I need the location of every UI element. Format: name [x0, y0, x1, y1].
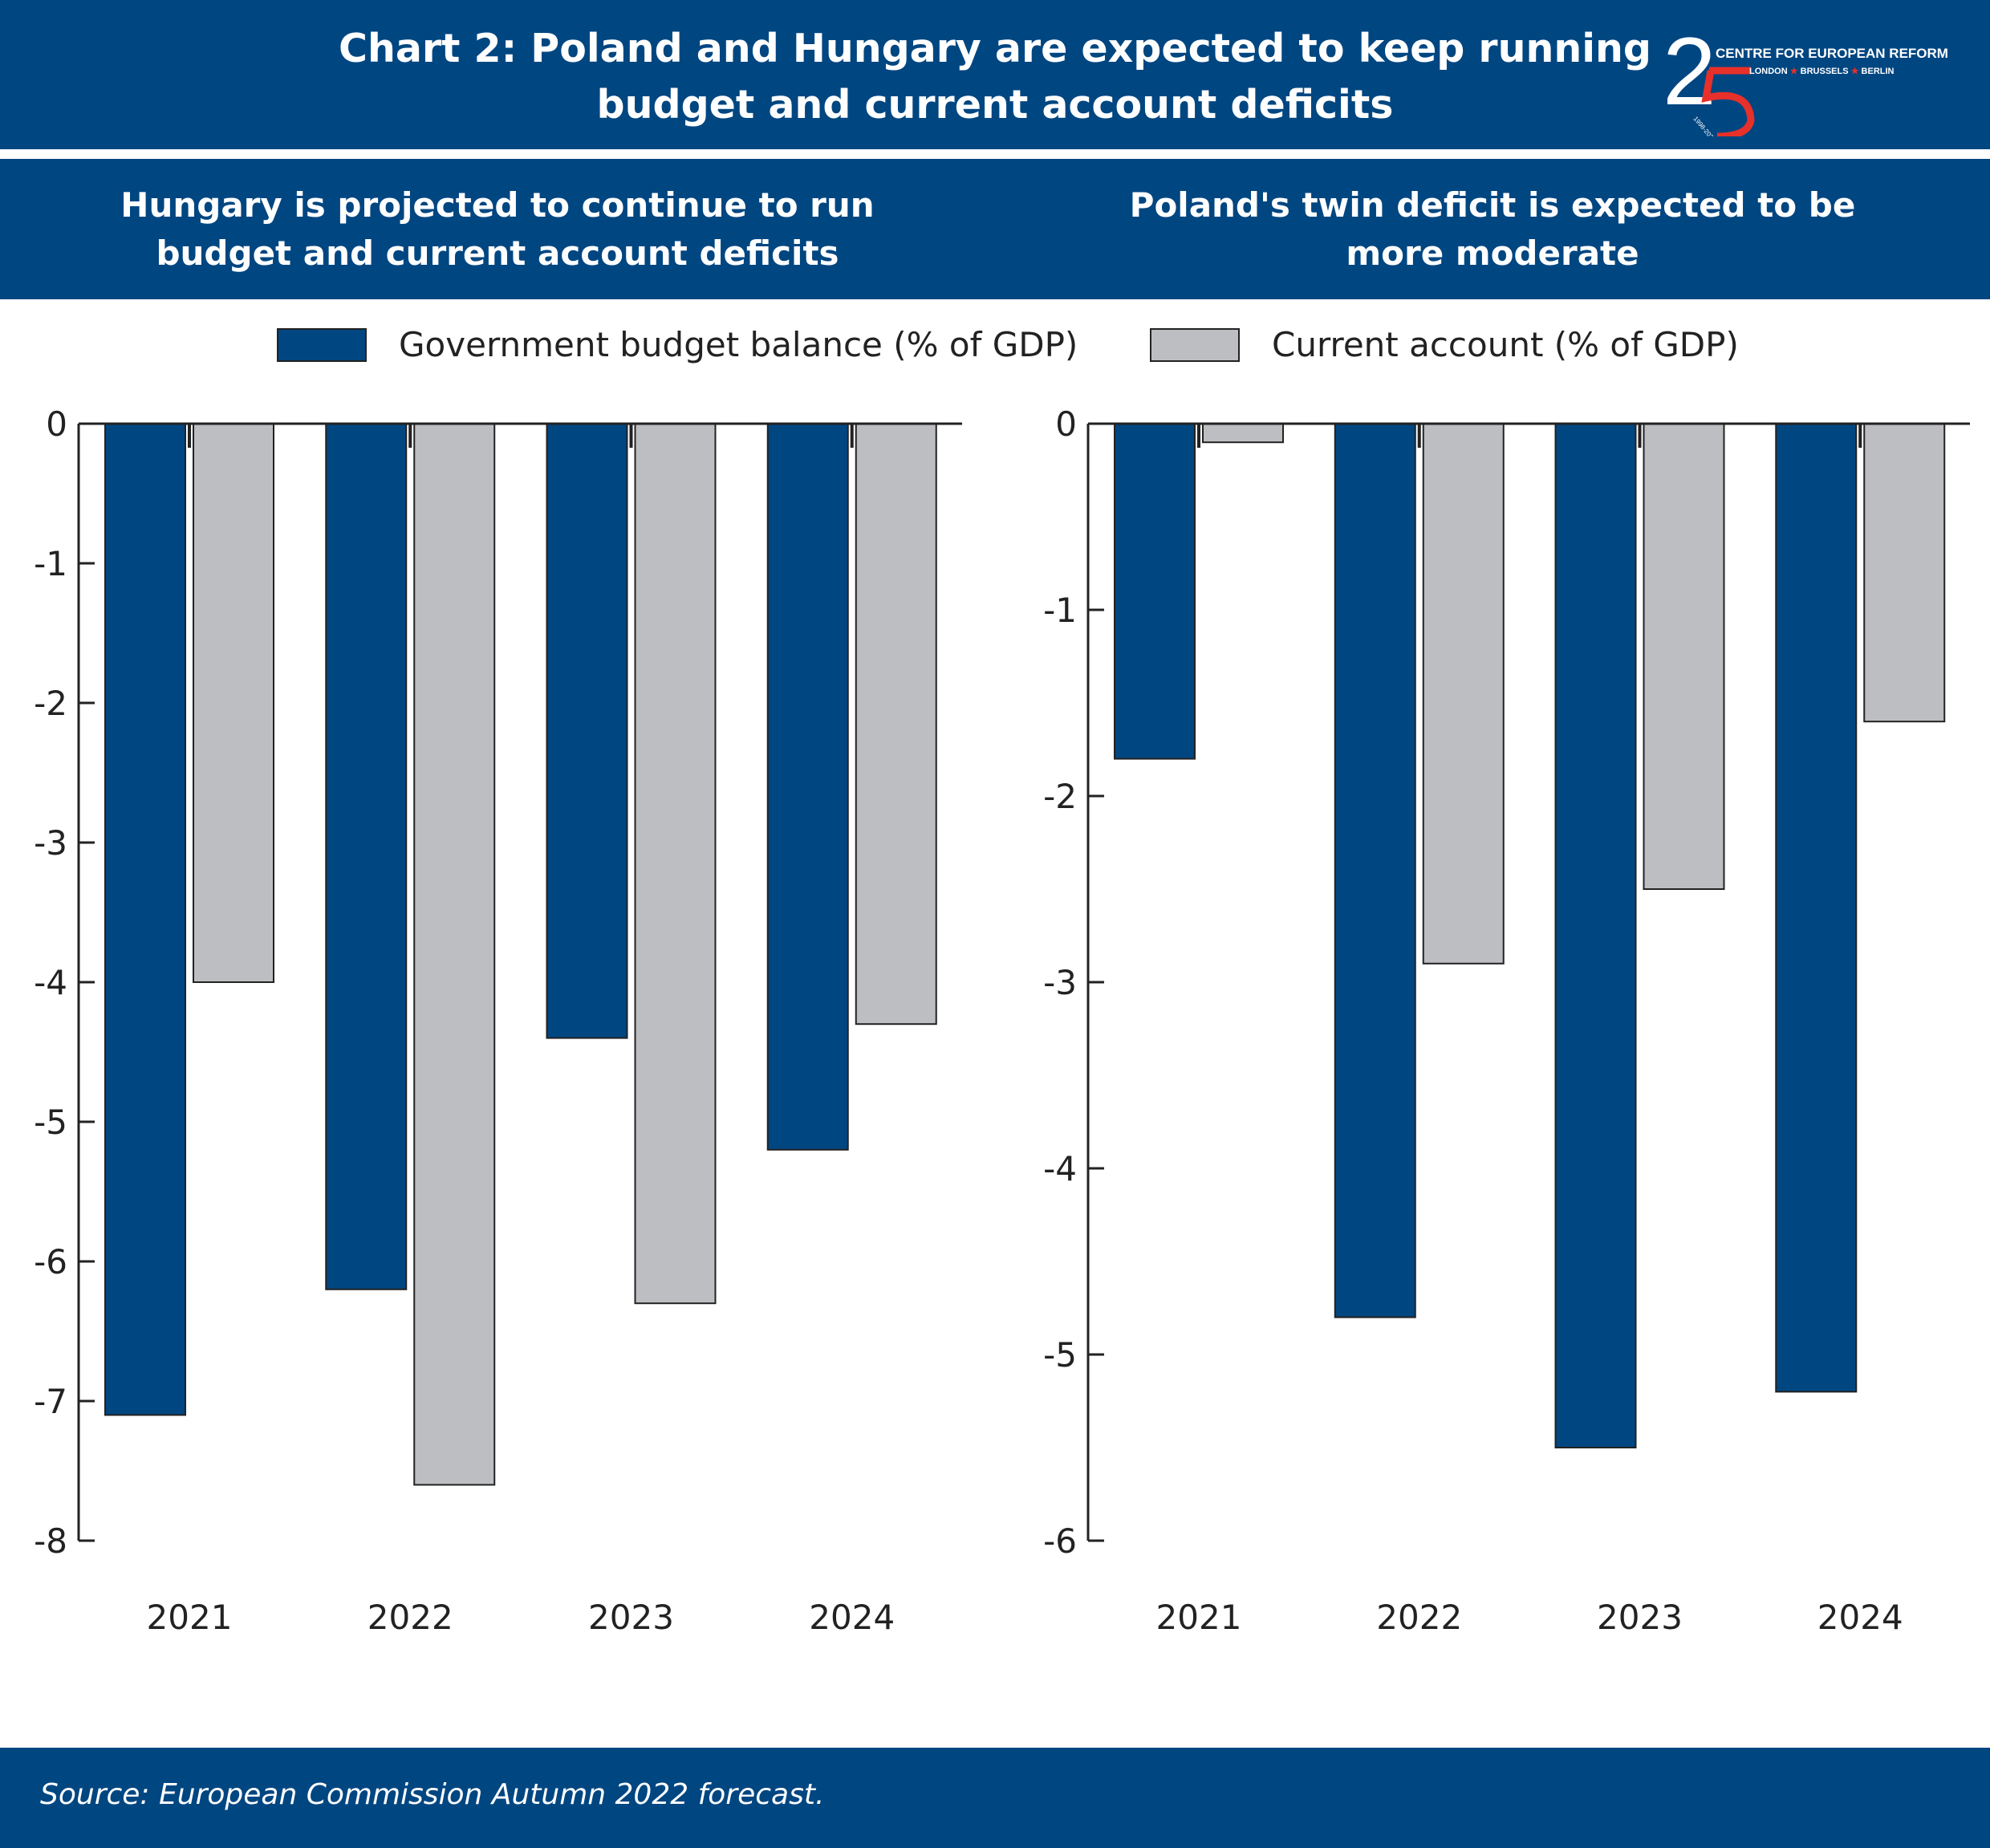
- chart-panel-0: 0 -1 -2 -3 -4 -5 -6 -7 -8 2021 2022 2023 2024: [34, 404, 962, 1637]
- y-tick-label: -5: [34, 1103, 67, 1142]
- bar-current-account-2024: [1863, 423, 1946, 723]
- y-tick-label: -6: [34, 1242, 67, 1281]
- y-tick-label: -6: [1043, 1521, 1077, 1561]
- header-band: Chart 2: Poland and Hungary are expected…: [0, 0, 1990, 149]
- hungary-subtitle-line-2: budget and current account deficits: [156, 234, 839, 273]
- y-tick-label: -2: [34, 684, 67, 723]
- bar-current-account-2022: [413, 423, 496, 1486]
- bar-budget-2024: [1775, 423, 1858, 1393]
- legend-current-account: Current account (% of GDP): [1150, 325, 1739, 364]
- hungary-subtitle: Hungary is projected to continue to run …: [0, 181, 995, 278]
- bar-budget-2021: [1114, 423, 1196, 760]
- poland-subtitle: Poland's twin deficit is expected to be …: [995, 181, 1990, 278]
- y-tick-label: -2: [1043, 777, 1077, 816]
- y-tick-label: 0: [1055, 404, 1077, 444]
- svg-text:LONDON ★ BRUSSELS ★ BERLIN: LONDON ★ BRUSSELS ★ BERLIN: [1749, 67, 1895, 76]
- bar-current-account-2021: [1202, 423, 1284, 444]
- legend-swatch-budget: [277, 327, 367, 362]
- bar-current-account-2024: [855, 423, 937, 1026]
- poland-subtitle-line-1: Poland's twin deficit is expected to be: [1129, 185, 1856, 225]
- y-tick-label: -5: [1043, 1335, 1077, 1375]
- x-tick-label: 2024: [809, 1598, 895, 1637]
- legend-swatch-current-account: [1150, 327, 1240, 362]
- cer-logo: 2 CENTRE FOR EUROPEAN REFORM LONDON ★ BR…: [1663, 24, 1948, 136]
- chart-panel-1: 0 -1 -2 -3 -4 -5 -6 2021 2022 2023 2024: [1043, 404, 1970, 1637]
- y-tick-label: -1: [1043, 591, 1077, 630]
- bar-budget-2023: [1554, 423, 1637, 1448]
- legend-budget: Government budget balance (% of GDP): [277, 325, 1078, 364]
- bar-budget-2023: [546, 423, 628, 1039]
- hungary-subtitle-line-1: Hungary is projected to continue to run: [120, 185, 875, 225]
- bar-budget-2022: [1334, 423, 1416, 1318]
- x-tick-label: 2021: [147, 1598, 233, 1637]
- footer-band: Source: European Commission Autumn 2022 …: [0, 1748, 1990, 1848]
- svg-text:CENTRE FOR EUROPEAN REFORM: CENTRE FOR EUROPEAN REFORM: [1716, 46, 1948, 61]
- y-tick-label: -4: [34, 963, 67, 1002]
- bar-current-account-2021: [193, 423, 274, 983]
- y-tick-label: -3: [34, 823, 67, 863]
- title-line-2: budget and current account deficits: [596, 82, 1394, 128]
- x-tick-label: 2022: [1376, 1598, 1462, 1637]
- x-tick-label: 2022: [368, 1598, 453, 1637]
- bar-current-account-2023: [1643, 423, 1725, 890]
- x-tick-label: 2021: [1156, 1598, 1242, 1637]
- y-tick-label: 0: [46, 404, 67, 444]
- y-tick-label: -4: [1043, 1149, 1077, 1188]
- bar-current-account-2023: [634, 423, 717, 1305]
- y-tick-label: -7: [34, 1382, 67, 1421]
- source-note: Source: European Commission Autumn 2022 …: [40, 1778, 825, 1811]
- bar-budget-2021: [104, 423, 186, 1416]
- legend-label-current-account: Current account (% of GDP): [1272, 325, 1739, 364]
- y-tick-label: -8: [34, 1521, 67, 1561]
- y-tick-label: -3: [1043, 963, 1077, 1002]
- poland-subtitle-line-2: more moderate: [1346, 234, 1639, 273]
- y-tick-label: -1: [34, 544, 67, 583]
- legend-label-budget: Government budget balance (% of GDP): [399, 325, 1078, 364]
- bar-budget-2024: [766, 423, 849, 1151]
- title-line-1: Chart 2: Poland and Hungary are expected…: [338, 26, 1652, 71]
- subtitle-band: Hungary is projected to continue to run …: [0, 159, 1990, 299]
- x-tick-label: 2023: [588, 1598, 674, 1637]
- bar-current-account-2022: [1422, 423, 1505, 965]
- x-tick-label: 2023: [1597, 1598, 1683, 1637]
- chart-title: Chart 2: Poland and Hungary are expected…: [0, 21, 1990, 133]
- x-tick-label: 2024: [1817, 1598, 1903, 1637]
- bar-budget-2022: [325, 423, 408, 1290]
